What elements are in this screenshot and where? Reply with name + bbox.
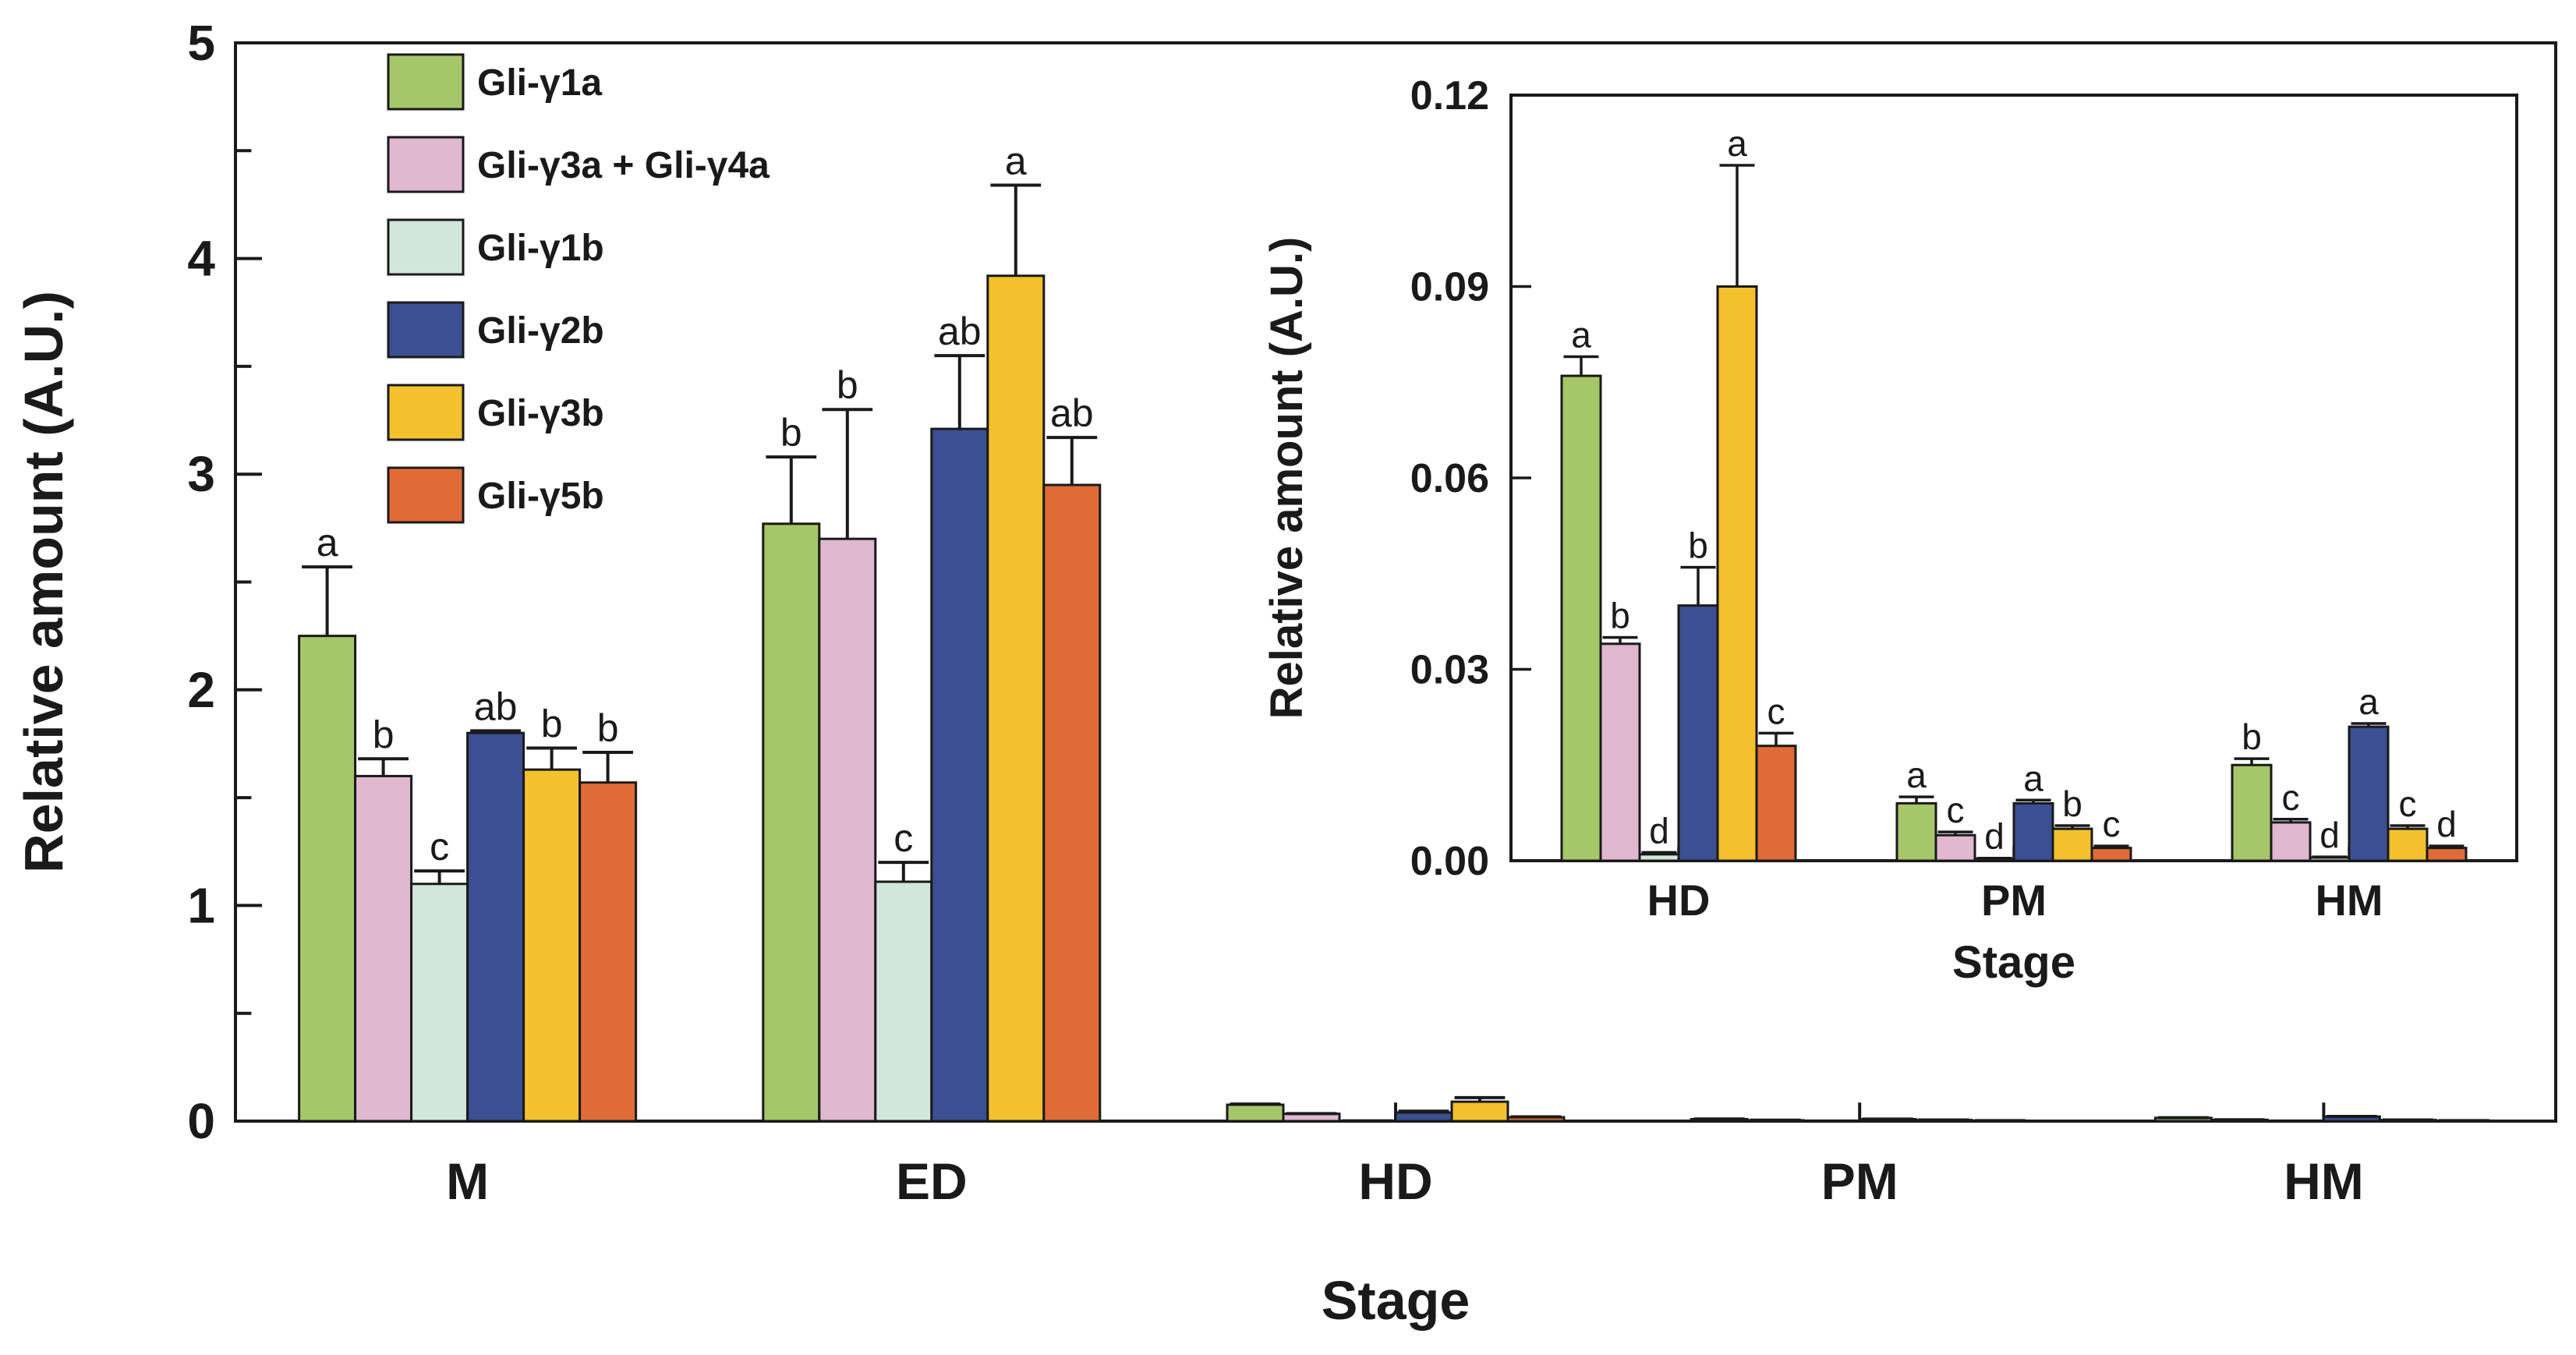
inset-panel: 0.000.030.060.090.12HDabdbacPMacdabcHMbc… (1261, 73, 2518, 988)
legend-label-3: Gli-γ1b (477, 228, 604, 269)
significance-label: b (597, 706, 619, 750)
inset-significance-label: a (2023, 758, 2043, 798)
legend-swatch-5 (387, 384, 465, 441)
inset-significance-label: c (2282, 777, 2300, 818)
inset-x-axis-title: Stage (1952, 937, 2075, 988)
bar-3-m (410, 883, 469, 1123)
significance-label: c (430, 825, 449, 869)
significance-label: b (837, 363, 858, 407)
bar-5-hd (1450, 1100, 1509, 1123)
legend-label-5: Gli-γ3b (477, 393, 604, 434)
y-tick-label: 4 (187, 231, 215, 287)
inset-bar-2-hm (2270, 821, 2312, 862)
legend-label-2: Gli-γ3a + Gli-γ4a (477, 145, 770, 186)
inset-y-tick-label: 0.06 (1410, 456, 1489, 501)
legend-swatch-4 (387, 301, 465, 359)
bar-3-ed (874, 880, 933, 1123)
significance-label: b (780, 411, 802, 455)
legend-swatch-6 (387, 466, 465, 524)
inset-bar-1-pm (1895, 801, 1937, 862)
inset-bar-2-pm (1934, 833, 1976, 862)
legend: Gli-γ1a Gli-γ3a + Gli-γ4a Gli-γ1b Gli-γ2b Gl… (387, 53, 770, 524)
bar-6-ed (1042, 483, 1102, 1123)
y-tick-label: 2 (187, 662, 215, 718)
significance-label: b (373, 713, 395, 756)
y-axis-title: Relative amount (A.U.) (13, 291, 74, 873)
bar-6-m (579, 781, 638, 1123)
bar-5-ed (986, 274, 1046, 1123)
inset-significance-label: c (1767, 691, 1785, 731)
inset-y-tick-label: 0.09 (1410, 265, 1489, 310)
inset-significance-label: a (1727, 123, 1747, 164)
significance-label: c (893, 816, 913, 860)
inset-bar-4-hd (1677, 604, 1719, 862)
bar-2-ed (818, 537, 877, 1123)
inset-significance-label: b (1610, 596, 1630, 636)
legend-label-6: Gli-γ5b (477, 476, 604, 517)
inset-bar-5-hd (1716, 285, 1758, 862)
inset-x-tick-label-hm: HM (2315, 876, 2383, 925)
inset-significance-label: b (2062, 784, 2082, 824)
significance-label: ab (474, 685, 518, 728)
inset-significance-label: a (1906, 755, 1927, 795)
inset-significance-label: b (2242, 716, 2262, 757)
inset-significance-label: c (2103, 804, 2121, 844)
bar-4-hd (1394, 1111, 1453, 1123)
inset-significance-label: c (1947, 790, 1965, 830)
significance-label: ab (938, 310, 982, 353)
inset-bar-5-hm (2387, 827, 2429, 862)
inset-bar-1-hm (2231, 763, 2273, 862)
inset-significance-label: c (2399, 784, 2417, 824)
significance-label: b (541, 702, 563, 745)
inset-significance-label: a (1571, 315, 1591, 356)
x-tick-label-ed: ED (896, 1152, 968, 1210)
significance-label: a (317, 521, 338, 564)
bar-4-m (466, 731, 525, 1123)
inset-y-tick-label: 0.12 (1410, 73, 1489, 119)
inset-y-axis-title: Relative amount (A.U.) (1261, 237, 1312, 720)
inset-significance-label: d (1984, 816, 2005, 857)
x-tick-label-hm: HM (2284, 1152, 2364, 1210)
inset-y-tick-label: 0.03 (1410, 648, 1489, 693)
legend-swatch-3 (387, 218, 465, 276)
inset-y-tick-label: 0.00 (1410, 839, 1489, 884)
inset-significance-label: b (1688, 525, 1708, 566)
y-tick-label: 1 (187, 877, 215, 933)
inset-bar-3-hd (1638, 853, 1680, 862)
bar-1-hd (1226, 1103, 1285, 1123)
inset-x-tick-label-pm: PM (1981, 876, 2047, 925)
inset-significance-label: d (2319, 815, 2340, 855)
legend-label-4: Gli-γ2b (477, 310, 604, 352)
inset-bar-6-hm (2426, 847, 2468, 862)
legend-swatch-2 (387, 136, 465, 193)
inset-bar-2-hd (1599, 642, 1641, 862)
inset-bar-6-hd (1755, 745, 1797, 862)
legend-label-1: Gli-γ1a (477, 62, 602, 104)
significance-label: ab (1050, 391, 1094, 435)
y-tick-label: 3 (187, 446, 215, 502)
inset-significance-label: d (2436, 804, 2457, 844)
y-tick-label: 5 (187, 15, 215, 71)
inset-x-tick-label-hd: HD (1647, 876, 1711, 925)
significance-label: a (1005, 140, 1027, 183)
inset-bar-5-pm (2051, 827, 2093, 862)
inset-bar-1-hd (1560, 374, 1602, 862)
inset-bar-6-pm (2090, 847, 2132, 862)
inset-significance-label: a (2358, 681, 2379, 722)
bar-5-m (522, 768, 582, 1123)
bar-4-ed (930, 427, 989, 1123)
bar-1-ed (762, 522, 821, 1123)
x-tick-label-pm: PM (1821, 1152, 1898, 1210)
x-tick-label-hd: HD (1358, 1152, 1432, 1210)
x-tick-label-m: M (446, 1152, 489, 1210)
inset-bar-4-hm (2348, 725, 2390, 862)
x-axis-title: Stage (1322, 1270, 1470, 1331)
bar-1-m (298, 635, 357, 1123)
y-tick-label: 0 (187, 1093, 215, 1149)
inset-significance-label: d (1649, 810, 1669, 851)
bar-2-m (354, 774, 413, 1123)
inset-bar-4-pm (2012, 801, 2054, 862)
legend-swatch-1 (387, 53, 465, 111)
